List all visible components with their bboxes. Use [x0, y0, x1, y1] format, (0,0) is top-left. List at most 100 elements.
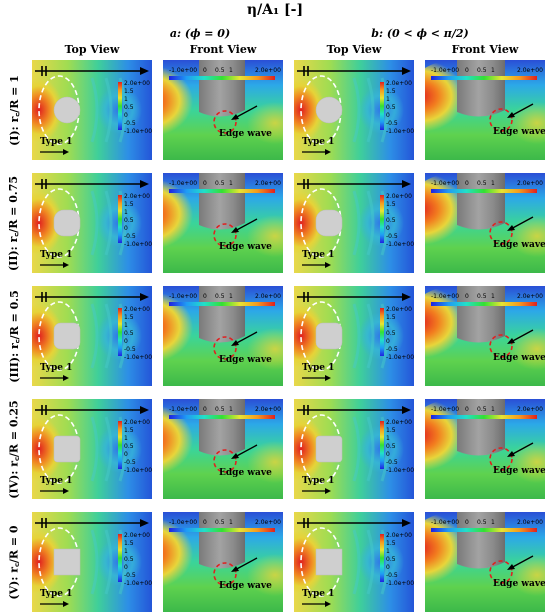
column-a-label: a: (ϕ = 0): [169, 27, 231, 40]
colorbar-tick-label: 0.5: [386, 217, 396, 224]
colorbar-tick-label: 0: [203, 180, 207, 187]
colorbar-tick-label: 0.5: [124, 104, 134, 111]
structure-cross-section: [53, 548, 81, 576]
structure-cross-section: [53, 96, 81, 124]
structure-column: [199, 60, 245, 117]
colorbar-tick-label: 1: [386, 435, 390, 442]
front-view-label: Front View: [189, 43, 257, 56]
front-view-label: Front View: [451, 43, 519, 56]
colorbar-tick-label: 0: [203, 293, 207, 300]
colorbar-tick-label: 2.0e+00: [255, 67, 281, 74]
colorbar-tick-label: 2.0e+00: [255, 519, 281, 526]
colorbar-tick-label: 2.0e+00: [124, 419, 150, 426]
colorbar-tick-label: 0.5: [477, 180, 487, 187]
structure-cross-section: [53, 209, 81, 237]
structure-cross-section: [315, 209, 343, 237]
top-view-label: Top View: [326, 43, 382, 56]
colorbar-tick-label: 0.5: [124, 556, 134, 563]
colorbar-tick-label: -0.5: [386, 120, 398, 127]
colorbar-tick-label: 1: [124, 96, 128, 103]
colorbar-tick-label: 2.0e+00: [517, 180, 543, 187]
colorbar-tick-label: 0: [465, 406, 469, 413]
colorbar-tick-label: -0.5: [124, 120, 136, 127]
colorbar-tick-label: -1.0e+00: [431, 293, 460, 300]
colorbar-tick-label: 1: [491, 67, 495, 74]
colorbar-tick-label: 2.0e+00: [517, 406, 543, 413]
colorbar-tick-label: 1: [124, 209, 128, 216]
top-view-panel-b-row4: 2.0e+00 1.5 1 0.5 0 -0.5 -1.0e+00 Type 1: [294, 399, 414, 499]
colorbar-tick-label: 1.5: [386, 201, 396, 208]
colorbar-tick-label: 1: [229, 180, 233, 187]
colorbar-tick-label: 0.5: [215, 180, 225, 187]
colorbar-tick-label: 1: [386, 209, 390, 216]
colorbar-tick-label: 0.5: [215, 67, 225, 74]
horizontal-colorbar: [169, 76, 275, 80]
colorbar-tick-label: 0: [465, 67, 469, 74]
colorbar-tick-label: 0.5: [386, 556, 396, 563]
top-view-panel-a-row3: 2.0e+00 1.5 1 0.5 0 -0.5 -1.0e+00 Type 1: [32, 286, 152, 386]
edge-wave-circle: [489, 108, 513, 132]
row-label-text: (I): r꜀/R = 1: [7, 74, 21, 146]
colorbar-tick-label: 0: [124, 338, 128, 345]
colorbar-tick-label: 1: [229, 406, 233, 413]
edge-wave-circle: [213, 223, 237, 247]
edge-wave-label: Edge wave: [493, 353, 545, 363]
row-label: (IV): r꜀/R = 0.25: [2, 399, 26, 499]
colorbar-tick-label: -1.0e+00: [386, 241, 414, 248]
front-view-panel-a-row1: -1.0e+00 0 0.5 1 2.0e+00 Edge wave: [163, 60, 283, 160]
row-label-text: (III): r꜀/R = 0.5: [7, 289, 21, 383]
colorbar-tick-label: 0.5: [477, 406, 487, 413]
structure-cross-section: [315, 96, 343, 124]
row-label: (V): r꜀/R = 0: [2, 512, 26, 612]
edge-wave-circle: [489, 221, 513, 245]
edge-wave-circle: [213, 336, 237, 360]
top-view-panel-b-row2: 2.0e+00 1.5 1 0.5 0 -0.5 -1.0e+00 Type 1: [294, 173, 414, 273]
colorbar-tick-label: 0: [124, 112, 128, 119]
row-label: (II): r꜀/R = 0.75: [2, 173, 26, 273]
colorbar-tick-label: 1.5: [124, 314, 134, 321]
front-view-panel-b-row4: -1.0e+00 0 0.5 1 2.0e+00 Edge wave: [425, 399, 545, 499]
type-1-label: Type 1: [40, 363, 73, 373]
colorbar-tick-label: 2.0e+00: [517, 293, 543, 300]
colorbar-tick-label: 0.5: [124, 443, 134, 450]
colorbar-tick-label: 2.0e+00: [255, 180, 281, 187]
horizontal-colorbar: [169, 415, 275, 419]
edge-wave-circle: [213, 449, 237, 473]
colorbar-tick-label: 2.0e+00: [517, 67, 543, 74]
colorbar-tick-label: 2.0e+00: [124, 80, 150, 87]
structure-cross-section: [53, 435, 81, 463]
top-view-panel-b-row5: 2.0e+00 1.5 1 0.5 0 -0.5 -1.0e+00 Type 1: [294, 512, 414, 612]
colorbar-tick-label: 1: [124, 435, 128, 442]
colorbar-tick-label: -1.0e+00: [124, 241, 152, 248]
top-view-label: Top View: [64, 43, 120, 56]
colorbar-tick-label: -1.0e+00: [386, 354, 414, 361]
edge-wave-circle: [489, 334, 513, 358]
colorbar-tick-label: 1.5: [124, 201, 134, 208]
colorbar-tick-label: 1.5: [386, 540, 396, 547]
type-1-label: Type 1: [302, 137, 335, 147]
colorbar-tick-label: 0.5: [386, 443, 396, 450]
edge-wave-circle: [213, 562, 237, 586]
colorbar-tick-label: 0.5: [477, 293, 487, 300]
front-view-panel-a-row2: -1.0e+00 0 0.5 1 2.0e+00 Edge wave: [163, 173, 283, 273]
colorbar-tick-label: 0: [386, 451, 390, 458]
edge-wave-label: Edge wave: [493, 579, 545, 589]
colorbar-tick-label: 0: [386, 225, 390, 232]
top-view-panel-b-row1: 2.0e+00 1.5 1 0.5 0 -0.5 -1.0e+00 Type 1: [294, 60, 414, 160]
colorbar-tick-label: 2.0e+00: [255, 293, 281, 300]
colorbar-tick-label: 1: [386, 322, 390, 329]
colorbar-tick-label: 1.5: [386, 314, 396, 321]
front-view-panel-a-row4: -1.0e+00 0 0.5 1 2.0e+00 Edge wave: [163, 399, 283, 499]
colorbar-tick-label: 1: [229, 293, 233, 300]
vertical-colorbar: [118, 82, 122, 130]
vertical-colorbar: [380, 421, 384, 469]
edge-wave-label: Edge wave: [219, 242, 272, 252]
colorbar-tick-label: 0: [386, 112, 390, 119]
horizontal-colorbar: [169, 189, 275, 193]
edge-wave-label: Edge wave: [219, 355, 272, 365]
colorbar-tick-label: 0: [465, 519, 469, 526]
colorbar-tick-label: -1.0e+00: [169, 293, 198, 300]
colorbar-tick-label: 1.5: [124, 540, 134, 547]
colorbar-tick-label: 0: [124, 564, 128, 571]
colorbar-tick-label: -0.5: [386, 572, 398, 579]
